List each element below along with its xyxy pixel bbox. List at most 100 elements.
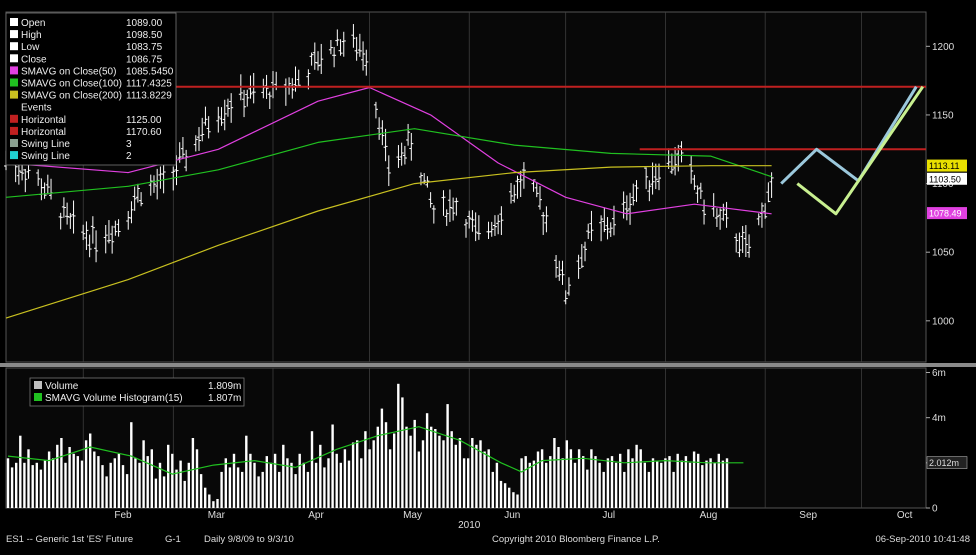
ohlc-bar: [242, 89, 247, 118]
ohlc-bar: [473, 212, 478, 242]
legend-label: SMAVG on Close(100): [21, 79, 122, 90]
ohlc-bar: [103, 225, 108, 254]
volume-bar: [676, 453, 679, 508]
ohlc-bar: [650, 162, 655, 195]
volume-bar: [602, 471, 605, 508]
volume-bar: [142, 440, 145, 508]
ohlc-bar: [534, 182, 539, 198]
legend-value: 1085.5450: [126, 66, 174, 77]
volume-bar: [84, 440, 88, 508]
volume-bar: [487, 449, 490, 508]
ohlc-bar: [84, 221, 89, 250]
volume-bar: [245, 435, 248, 508]
volume-bar: [512, 492, 515, 508]
ohlc-bar: [309, 52, 314, 66]
volume-bar: [130, 422, 133, 508]
volume-bar: [331, 424, 334, 508]
ohlc-bar: [193, 135, 198, 152]
volume-bar: [499, 480, 503, 508]
ohlc-bar: [428, 192, 433, 208]
ohlc-bar: [180, 136, 185, 159]
volume-bar: [236, 467, 240, 508]
ohlc-bar: [267, 91, 272, 110]
ohlc-bar: [197, 127, 202, 151]
volume-bar: [610, 456, 614, 508]
legend-label: Low: [21, 42, 40, 53]
volume-bar: [257, 476, 260, 508]
ohlc-bar: [126, 210, 131, 230]
ohlc-bar: [464, 219, 468, 238]
footer-date: 06-Sep-2010 10:41:48: [875, 534, 970, 545]
volume-tick-label: 6m: [932, 368, 946, 379]
volume-bar: [282, 444, 285, 508]
volume-bar: [167, 444, 170, 508]
ohlc-bar: [90, 216, 95, 244]
volume-bar: [343, 449, 347, 508]
legend-entry: Open 1089.00: [10, 18, 163, 29]
volume-bar: [310, 431, 314, 508]
legend-swatch: [10, 139, 18, 147]
volume-bar: [462, 458, 466, 508]
footer-range: Daily 9/8/09 to 9/3/10: [204, 534, 294, 545]
volume-bar: [586, 469, 589, 508]
legend-label: Close: [21, 54, 47, 65]
ohlc-bar: [229, 93, 234, 123]
volume-bar: [688, 462, 692, 508]
volume-bar: [64, 462, 67, 508]
volume-bar: [204, 487, 207, 508]
volume-bar: [701, 465, 704, 508]
legend-label: Open: [21, 18, 45, 29]
volume-bar: [241, 471, 244, 508]
volume-bar: [105, 476, 108, 508]
ohlc-bar: [605, 217, 610, 240]
ohlc-bar: [563, 290, 568, 305]
ohlc-bar: [634, 180, 639, 202]
ohlc-bar: [747, 234, 752, 258]
volume-bar: [232, 453, 236, 508]
volume-bar: [664, 458, 667, 508]
volume-bar: [290, 462, 293, 508]
ohlc-bar: [361, 41, 366, 71]
volume-bar: [565, 440, 568, 508]
ohlc-bar: [579, 244, 584, 269]
volume-bars: [6, 383, 729, 508]
volume-bar: [388, 449, 392, 508]
legend-entry: SMAVG on Close(200) 1113.8229: [10, 90, 172, 102]
ohlc-bar: [560, 260, 565, 285]
volume-bar: [19, 435, 22, 508]
ohlc-bar: [399, 142, 404, 166]
ohlc-bar: [537, 186, 542, 210]
legend-entry: Horizontal 1125.00: [10, 114, 162, 126]
volume-bar: [220, 471, 223, 508]
volume-bar: [549, 456, 552, 508]
ohlc-bar: [499, 206, 504, 235]
ohlc-bar: [583, 241, 588, 262]
legend-value: 1.807m: [208, 393, 241, 404]
ohlc-bar: [679, 141, 684, 163]
volume-bar: [647, 471, 651, 508]
ohlc-bar: [396, 145, 401, 168]
volume-tag-label: 2.012m: [929, 458, 959, 468]
volume-bar: [635, 444, 638, 508]
ohlc-bar: [42, 182, 47, 199]
ohlc-bar: [647, 180, 652, 202]
price-tick-label: 1150: [932, 110, 954, 121]
month-label: Feb: [114, 510, 132, 521]
ohlc-bar: [338, 39, 343, 56]
volume-bar: [454, 444, 457, 508]
price-tag-bg: [927, 207, 967, 220]
volume-bar: [623, 471, 626, 508]
volume-bar: [319, 444, 322, 508]
volume-bar: [158, 462, 162, 508]
volume-bar: [639, 449, 642, 508]
ohlc-bar: [225, 98, 230, 117]
ohlc-bar: [692, 174, 697, 190]
volume-bar: [339, 462, 342, 508]
volume-tick-label: 0: [932, 504, 938, 515]
volume-legend-box: [29, 377, 245, 407]
ohlc-bar: [129, 201, 134, 224]
volume-bar: [253, 462, 256, 508]
month-label: May: [403, 510, 422, 521]
